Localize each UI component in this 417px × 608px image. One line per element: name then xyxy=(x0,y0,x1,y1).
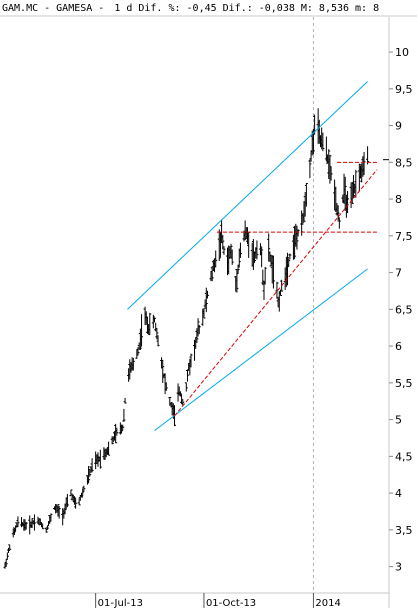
y-tick-label: 8 xyxy=(395,193,402,206)
price-bars xyxy=(3,108,370,569)
y-tick-label: 8,5 xyxy=(395,156,413,169)
header-dif: -0,038 xyxy=(259,3,295,14)
header-dif-label: Dif.: xyxy=(223,3,253,14)
y-tick-label: 5 xyxy=(395,414,402,427)
y-tick-label: 9,5 xyxy=(395,83,413,96)
trendline-support xyxy=(174,169,378,417)
y-tick-label: 5,5 xyxy=(395,377,413,390)
x-tick-label: 01-Jul-13 xyxy=(98,598,143,608)
x-axis: 01-Jul-13 01-Oct-13 2014 xyxy=(95,17,341,608)
y-tick-label: 6,5 xyxy=(395,303,413,316)
chart-header: GAM.MC - GAMESA -1 d Dif. %: -0,45 Dif.: -0,038… xyxy=(2,3,379,14)
header-name: GAMESA xyxy=(56,3,92,14)
y-tick-label: 3 xyxy=(395,561,402,574)
header-min: 8 xyxy=(373,3,379,14)
header-dif-pct-label: Dif. %: xyxy=(138,3,180,14)
header-dif-pct: -0,45 xyxy=(187,3,217,14)
y-tick-label: 6 xyxy=(395,340,402,353)
x-tick-label: 2014 xyxy=(315,598,340,608)
y-tick-label: 4 xyxy=(395,487,402,500)
header-min-label: m: xyxy=(355,3,367,14)
x-tick-label: 01-Oct-13 xyxy=(206,598,256,608)
y-tick-label: 10 xyxy=(395,46,409,59)
header-max: 8,536 xyxy=(319,3,349,14)
y-axis: 10 9,5 9 8,5 8 7,5 7 6,5 6 5,5 5 4,5 4 3,5 3 xyxy=(389,46,413,574)
trendline-channel-lower xyxy=(154,268,368,432)
y-tick-label: 3,5 xyxy=(395,524,413,537)
header-ticker: GAM.MC xyxy=(2,3,38,14)
header-max-label: M: xyxy=(301,3,313,14)
y-tick-label: 7,5 xyxy=(395,230,413,243)
trendline-channel-upper xyxy=(127,81,368,310)
trendlines xyxy=(127,81,378,432)
header-dash: - xyxy=(98,3,104,14)
header-dash: - xyxy=(44,3,50,14)
y-tick-label: 4,5 xyxy=(395,450,413,463)
header-period: 1 d xyxy=(114,3,132,14)
y-tick-label: 7 xyxy=(395,267,402,280)
y-tick-label: 9 xyxy=(395,120,402,133)
